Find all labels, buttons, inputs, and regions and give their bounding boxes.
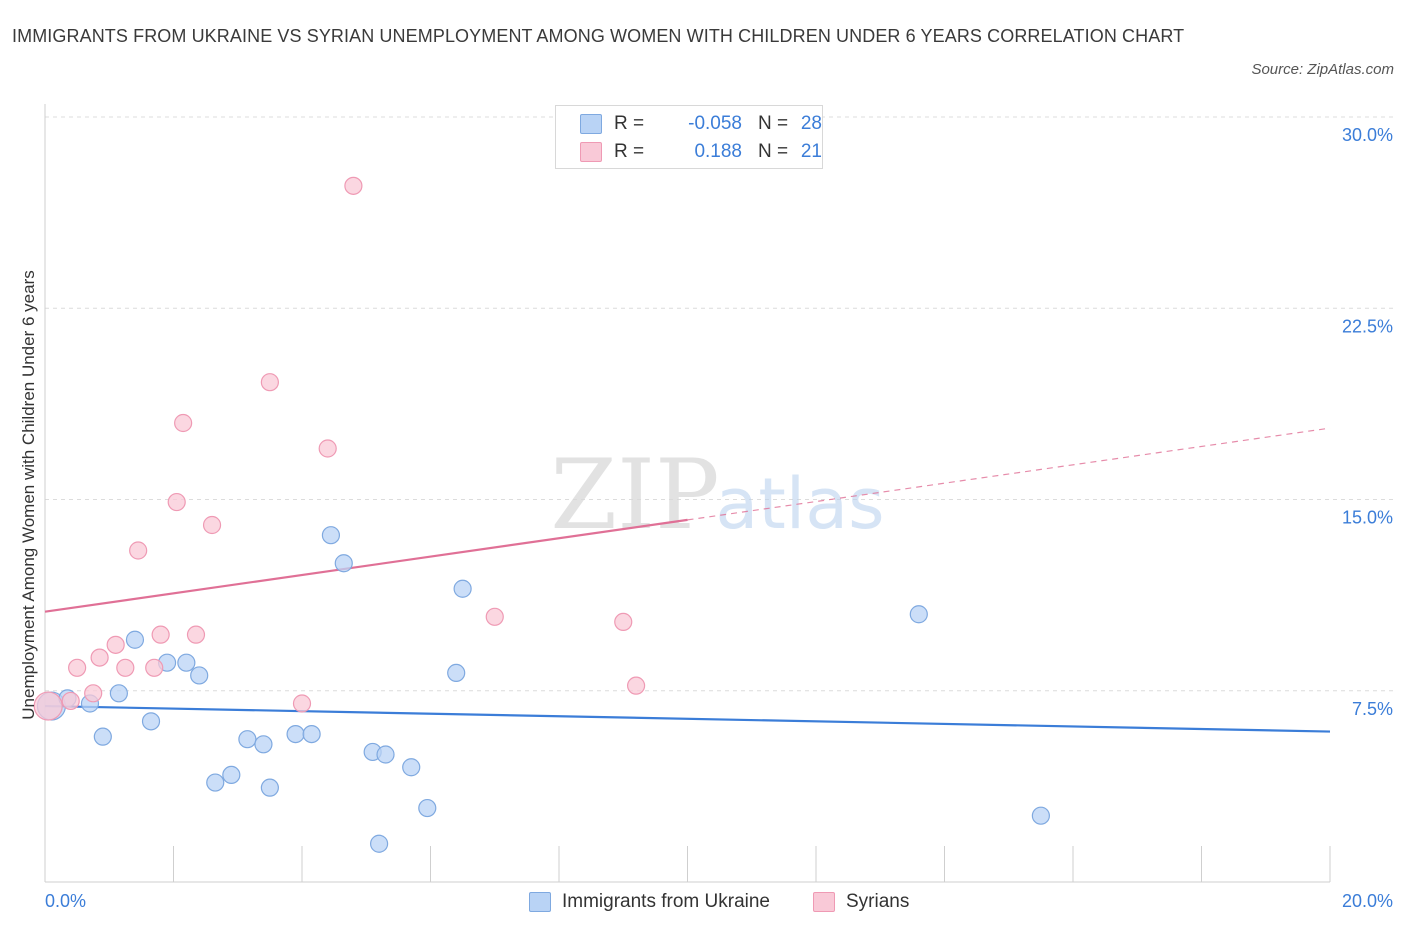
data-point-ukraine	[238, 730, 257, 749]
data-point-syrians	[129, 541, 148, 560]
correlation-legend: R = -0.058 N = 28 R = 0.188 N = 21	[555, 105, 823, 169]
legend-swatch-ukraine	[580, 114, 602, 134]
legend-n-value: 28	[800, 113, 822, 134]
data-point-ukraine	[334, 554, 353, 573]
data-point-ukraine	[418, 798, 437, 818]
data-point-ukraine	[376, 745, 395, 764]
data-point-syrians	[167, 492, 186, 512]
data-point-ukraine	[453, 579, 472, 598]
data-point-ukraine	[370, 834, 389, 853]
data-point-ukraine	[206, 773, 225, 792]
legend-r-value: 0.188	[694, 141, 742, 162]
data-point-ukraine	[321, 526, 341, 545]
data-point-syrians	[90, 648, 109, 667]
legend-swatch-syrians	[580, 142, 602, 162]
legend-r-label: R =	[614, 113, 645, 134]
data-point-syrians	[614, 612, 633, 632]
y-tick-label: 30.0%	[1342, 125, 1393, 145]
data-point-syrians	[61, 691, 80, 711]
data-point-syrians	[260, 373, 279, 392]
legend-r-value: -0.058	[688, 113, 742, 134]
data-point-syrians	[318, 439, 337, 458]
data-point-syrians	[485, 607, 504, 626]
data-point-ukraine	[302, 724, 321, 744]
data-point-syrians	[151, 625, 170, 644]
y-tick-label: 7.5%	[1352, 699, 1393, 719]
legend-label-ukraine: Immigrants from Ukraine	[562, 891, 770, 912]
x-tick-label: 20.0%	[1342, 891, 1393, 911]
data-point-ukraine	[909, 605, 928, 624]
trend-line-syrians	[44, 518, 688, 613]
data-point-syrians	[202, 515, 222, 535]
data-point-syrians	[626, 676, 646, 695]
x-tick-label: 0.0%	[45, 891, 86, 911]
data-point-ukraine	[222, 765, 241, 785]
data-point-syrians	[33, 691, 63, 721]
legend-n-label: N =	[758, 141, 789, 162]
data-point-syrians	[292, 694, 312, 713]
chart-title: IMMIGRANTS FROM UKRAINE VS SYRIAN UNEMPL…	[12, 26, 1185, 46]
data-point-ukraine	[402, 758, 421, 777]
data-point-syrians	[106, 635, 125, 654]
data-point-ukraine	[177, 653, 196, 672]
data-point-ukraine	[190, 666, 209, 685]
legend-n-value: 21	[800, 141, 822, 162]
source-label: Source: ZipAtlas.com	[1251, 61, 1394, 78]
data-point-syrians	[116, 658, 135, 677]
data-point-ukraine	[125, 630, 145, 649]
data-point-ukraine	[1031, 806, 1050, 825]
legend-swatch-ukraine	[529, 892, 551, 912]
watermark-zip: ZIP	[550, 439, 719, 551]
data-point-ukraine	[447, 663, 466, 683]
trend-line-ukraine	[44, 704, 1331, 733]
data-point-syrians	[84, 684, 103, 703]
legend-swatch-syrians	[813, 892, 835, 912]
legend-r-label: R =	[614, 141, 645, 162]
legend-label-syrians: Syrians	[846, 891, 910, 912]
data-point-syrians	[344, 176, 363, 195]
data-point-ukraine	[286, 724, 305, 744]
y-tick-label: 15.0%	[1342, 508, 1393, 528]
legend-n-label: N =	[758, 113, 789, 134]
trend-line-extension	[687, 427, 1331, 521]
data-point-syrians	[145, 658, 164, 677]
data-point-syrians	[174, 413, 193, 433]
data-point-ukraine	[260, 778, 279, 797]
y-axis-label: Unemployment Among Women with Children U…	[19, 270, 38, 719]
data-point-ukraine	[141, 712, 161, 731]
data-point-syrians	[186, 625, 206, 644]
data-point-syrians	[68, 658, 87, 677]
y-tick-label: 22.5%	[1342, 316, 1393, 336]
data-point-ukraine	[254, 735, 273, 754]
data-point-ukraine	[93, 727, 112, 746]
data-point-ukraine	[109, 684, 128, 703]
